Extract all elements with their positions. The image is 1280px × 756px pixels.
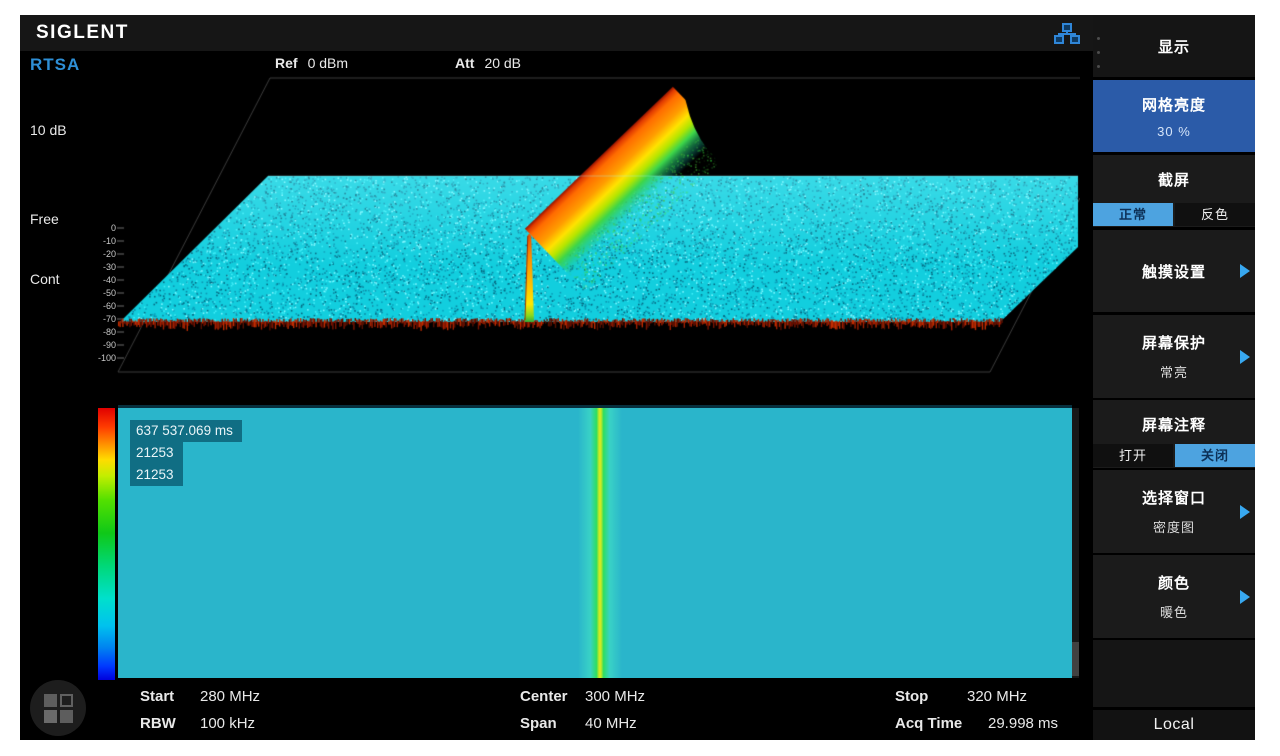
menu-handle [1097,37,1101,83]
trigger-mode-label: Free [30,211,59,227]
annotation-time: 637 537.069 ms [130,420,242,442]
ref-label: Ref [275,55,298,71]
submenu-arrow-icon [1240,350,1250,364]
sidebar-item-color[interactable]: 颜色 暖色 [1093,555,1255,638]
att-label: Att [455,55,474,71]
attenuation-readout: Att 20 dB [455,55,521,71]
sidebar-item-grid-brightness[interactable]: 网格亮度 30 % [1093,80,1255,152]
sweep-mode-label: Cont [30,271,60,287]
center-freq-readout: Center 300 MHz [520,688,645,705]
spectrogram-scrollbar [1072,408,1079,678]
att-value: 20 dB [484,55,521,71]
window-layout-button[interactable] [30,680,86,736]
scrollbar-thumb[interactable] [1072,642,1079,676]
analyzer-screen: SIGLENT RTSA Ref 0 dBm Att 20 dB 10 dB Fre… [20,15,1255,740]
toggle-inverse[interactable]: 反色 [1175,203,1255,226]
toggle-normal[interactable]: 正常 [1093,203,1173,226]
sidebar-menu: 显示 网格亮度 30 % 截屏 正常 反色 触摸设置 屏幕保护 常亮 屏幕注释 … [1093,15,1255,740]
grid-icon [44,694,57,707]
grid-icon [44,710,57,723]
stop-freq-readout: Stop 320 MHz [895,688,1027,705]
start-freq-readout: Start 280 MHz [140,688,260,705]
sidebar-empty-section [1093,640,1255,707]
toggle-on[interactable]: 打开 [1093,444,1173,467]
spectrogram-annotation: 637 537.069 ms 21253 21253 [130,420,242,486]
grid-icon [60,710,73,723]
ref-level-readout: Ref 0 dBm [275,55,348,71]
local-button[interactable]: Local [1093,710,1255,740]
grid-icon [60,694,73,707]
amplitude-colorbar [98,408,115,680]
network-lan-icon [1053,22,1081,46]
siglent-logo: SIGLENT [36,22,129,44]
sidebar-item-touch-settings[interactable]: 触摸设置 [1093,230,1255,312]
span-readout: Span 40 MHz [520,715,637,732]
ref-value: 0 dBm [308,55,348,71]
density-spectrogram: 637 537.069 ms 21253 21253 [118,405,1072,678]
screenshot-toggle: 正常 反色 [1093,203,1255,226]
sidebar-item-select-window[interactable]: 选择窗口 密度图 [1093,470,1255,553]
amplitude-axis-ticks: 0 -10 -20 -30 -40 -50 -60 -70 -80 -90 -100 [78,222,116,365]
rbw-readout: RBW 100 kHz [140,715,255,732]
mode-label: RTSA [30,55,80,75]
sidebar-item-screenshot[interactable]: 截屏 正常 反色 [1093,155,1255,227]
menu-title-display: 显示 [1093,15,1255,77]
sidebar-item-screen-annotation[interactable]: 屏幕注释 打开 关闭 [1093,400,1255,468]
annotation-toggle: 打开 关闭 [1093,444,1255,467]
annotation-count-2: 21253 [130,464,183,486]
submenu-arrow-icon [1240,505,1250,519]
acq-time-readout: Acq Time 29.998 ms [895,715,1058,732]
toggle-off[interactable]: 关闭 [1175,444,1255,467]
submenu-arrow-icon [1240,264,1250,278]
sidebar-item-screen-saver[interactable]: 屏幕保护 常亮 [1093,315,1255,398]
screenshot-stage: SIGLENT RTSA Ref 0 dBm Att 20 dB 10 dB Fre… [0,0,1280,756]
submenu-arrow-icon [1240,590,1250,604]
scale-per-div-label: 10 dB [30,122,67,138]
waterfall-3d-plot [115,70,1080,402]
top-bar: SIGLENT [20,15,1093,51]
annotation-count-1: 21253 [130,442,183,464]
signal-trace-stripe [578,408,622,678]
